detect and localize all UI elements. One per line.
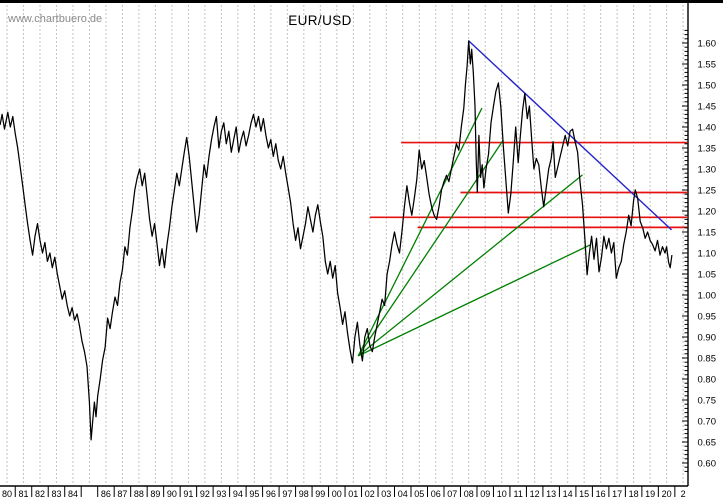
x-axis-label: 19 xyxy=(645,489,655,499)
y-axis-label: 1.10 xyxy=(698,249,717,260)
x-axis-label: 92 xyxy=(200,489,210,499)
downtrend-line xyxy=(468,40,673,231)
y-axis-label: 1.00 xyxy=(698,291,717,302)
x-axis-label: 95 xyxy=(249,489,259,499)
y-axis-label: 0.90 xyxy=(698,333,717,344)
x-axis-label: 06 xyxy=(431,489,441,499)
y-axis-label: 1.25 xyxy=(698,186,717,197)
y-axis-label: 0.95 xyxy=(698,312,717,323)
x-axis-label: 15 xyxy=(579,489,589,499)
x-axis-label: 00 xyxy=(332,489,342,499)
x-axis-label: 80 xyxy=(2,489,12,499)
y-axis-label: 1.30 xyxy=(698,165,717,176)
x-axis-label: 98 xyxy=(299,489,309,499)
y-axis-label: 1.05 xyxy=(698,270,717,281)
axes-frame xyxy=(0,0,723,487)
y-axis-label: 1.40 xyxy=(698,123,717,134)
x-axis-label: 87 xyxy=(117,489,127,499)
x-axis-label: 82 xyxy=(35,489,45,499)
chart-title: EUR/USD xyxy=(288,13,352,28)
y-axis-label: 1.45 xyxy=(698,102,717,113)
watermark: www.chartbuero.de xyxy=(7,13,102,25)
y-axis-label: 0.80 xyxy=(698,375,717,386)
x-axis-label: 90 xyxy=(167,489,177,499)
x-axis-label: 84 xyxy=(68,489,78,499)
fan-trendlines xyxy=(357,107,591,357)
x-axis-label: 17 xyxy=(612,489,622,499)
x-axis-label: 01 xyxy=(348,489,358,499)
year-gridlines xyxy=(6,5,684,485)
x-axis-label: 16 xyxy=(596,489,606,499)
y-axis-label: 0.85 xyxy=(698,354,717,365)
x-axis-label: 18 xyxy=(629,489,639,499)
x-axis-label: 97 xyxy=(282,489,292,499)
x-axis-label: 12 xyxy=(530,489,540,499)
y-axis-label: 1.55 xyxy=(698,60,717,71)
y-axis-label: 1.20 xyxy=(698,207,717,218)
x-axis-label: 93 xyxy=(216,489,226,499)
x-axis-label: 86 xyxy=(101,489,111,499)
y-axis-label: 0.60 xyxy=(698,459,717,470)
x-axis-label: 20 xyxy=(662,489,672,499)
x-axis-label: 81 xyxy=(18,489,28,499)
x-axis-label: 03 xyxy=(381,489,391,499)
x-axis-label: 02 xyxy=(365,489,375,499)
x-axis-label: 94 xyxy=(233,489,243,499)
price-line-series xyxy=(0,40,673,441)
x-axis-label: 05 xyxy=(414,489,424,499)
y-axis-label: 1.60 xyxy=(698,39,717,50)
x-axis-label: 89 xyxy=(150,489,160,499)
y-axis-label: 1.35 xyxy=(698,144,717,155)
x-axis-label: 96 xyxy=(266,489,276,499)
year-axis-ticks-labels: 80 81 82 83 84 86 87 88 89 90 91 92 93 94 95 96 97 98 99 00… xyxy=(2,486,686,499)
x-axis-label: 88 xyxy=(134,489,144,499)
y-axis-label: 0.70 xyxy=(698,417,717,428)
x-axis-label: 10 xyxy=(497,489,507,499)
x-axis-label: 83 xyxy=(51,489,61,499)
y-axis-label: 0.75 xyxy=(698,396,717,407)
price-axis-ticks-labels: 1.60 1.55 1.50 1.45 1.40 1.35 1.30 1.25 1.20 1.15… xyxy=(682,29,717,472)
y-axis-label: 1.15 xyxy=(698,228,717,239)
x-axis-label: 08 xyxy=(464,489,474,499)
y-axis-label: 1.50 xyxy=(698,81,717,92)
x-axis-label: 2 xyxy=(681,489,686,499)
x-axis-label: 07 xyxy=(447,489,457,499)
x-axis-label: 14 xyxy=(563,489,573,499)
x-axis-label: 99 xyxy=(315,489,325,499)
x-axis-label: 11 xyxy=(514,489,523,499)
x-axis-label: 04 xyxy=(398,489,408,499)
y-axis-label: 0.65 xyxy=(698,438,717,449)
x-axis-label: 91 xyxy=(183,489,193,499)
x-axis-label: 09 xyxy=(480,489,490,499)
x-axis-label: 13 xyxy=(546,489,556,499)
